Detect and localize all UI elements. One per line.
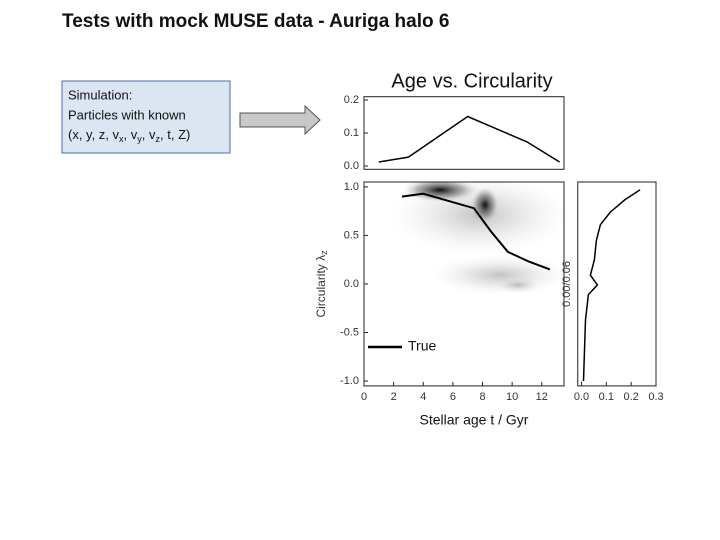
subscript: y xyxy=(137,134,142,144)
box-line: Simulation: xyxy=(68,87,132,102)
y-tick-label: 1.0 xyxy=(344,181,359,193)
y-label-sub: z xyxy=(319,250,329,255)
y-tick-label: 0.0 xyxy=(344,278,359,290)
y-axis-label: 0.00/0.06 xyxy=(561,261,573,307)
y-axis-label: Circularity λz xyxy=(314,250,329,318)
plot-frame xyxy=(363,96,565,170)
data-line xyxy=(378,115,560,163)
legend-label: True xyxy=(408,338,436,354)
x-tick-label: 0.2 xyxy=(624,391,639,403)
y-tick-label: 0.1 xyxy=(344,127,359,139)
text-part: (x, y, z, v xyxy=(68,127,120,142)
data-line xyxy=(401,192,551,271)
x-tick-label: 2 xyxy=(391,391,397,403)
density-map xyxy=(390,182,564,295)
y-tick-label: 0.5 xyxy=(344,229,359,241)
y-tick-label: -1.0 xyxy=(340,375,359,387)
x-tick-label: 6 xyxy=(450,391,456,403)
box-line: (x, y, z, vx, vy, vz, t, Z) xyxy=(68,127,190,144)
x-axis-label: Stellar age t / Gyr xyxy=(420,412,529,428)
density xyxy=(402,182,478,202)
subscript: x xyxy=(119,134,124,144)
y-tick-label: -0.5 xyxy=(340,326,359,338)
text-box xyxy=(61,80,231,154)
x-tick-label: 8 xyxy=(479,391,485,403)
x-tick-label: 12 xyxy=(536,391,548,403)
chart-title: Age vs. Circularity xyxy=(391,70,552,92)
y-label-text: Circularity λ xyxy=(314,255,328,318)
slide-title: Tests with mock MUSE data - Auriga halo … xyxy=(62,11,449,32)
data-line xyxy=(582,189,641,382)
box-line: Particles with known xyxy=(68,107,186,122)
x-tick-label: 4 xyxy=(420,391,426,403)
x-tick-label: 0.0 xyxy=(574,391,589,403)
y-tick-label: 0.0 xyxy=(344,160,359,172)
text-part: , v xyxy=(142,127,156,142)
arrow xyxy=(239,104,321,136)
subscript: z xyxy=(156,134,161,144)
x-tick-label: 0 xyxy=(361,391,367,403)
text-part: , v xyxy=(124,127,138,142)
x-tick-label: 0.3 xyxy=(648,391,663,403)
plot-frame xyxy=(577,181,657,387)
density xyxy=(471,187,499,223)
text-part: , t, Z) xyxy=(160,127,190,142)
x-tick-label: 10 xyxy=(506,391,518,403)
y-tick-label: 0.2 xyxy=(344,94,359,106)
density xyxy=(496,277,540,293)
x-tick-label: 0.1 xyxy=(599,391,614,403)
